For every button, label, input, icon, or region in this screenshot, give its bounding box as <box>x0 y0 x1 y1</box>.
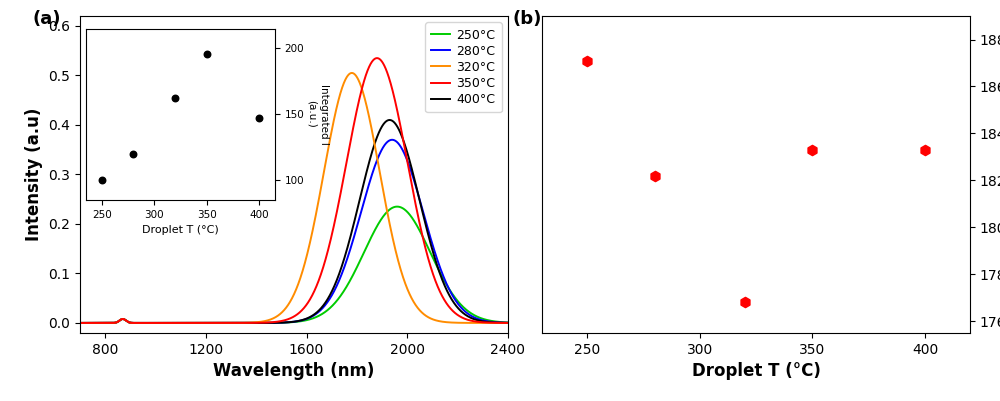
350°C <box>491 320 503 325</box>
280°C <box>513 320 525 325</box>
350°C <box>527 320 539 325</box>
350°C <box>264 320 276 325</box>
350°C <box>74 320 86 325</box>
250°C <box>527 320 539 325</box>
280°C <box>268 320 280 325</box>
320°C <box>264 317 276 322</box>
X-axis label: Wavelength (nm): Wavelength (nm) <box>213 362 375 380</box>
400°C <box>403 157 415 162</box>
400°C <box>74 320 86 325</box>
250°C <box>491 319 503 324</box>
250°C <box>289 320 301 324</box>
280°C <box>386 138 398 142</box>
320°C <box>403 291 415 296</box>
350°C <box>268 320 280 324</box>
320°C <box>268 316 280 320</box>
Text: (a): (a) <box>33 10 61 28</box>
320°C <box>491 320 503 325</box>
280°C <box>289 319 301 324</box>
Line: 350°C: 350°C <box>80 58 533 323</box>
250°C <box>268 320 280 325</box>
400°C <box>513 320 525 325</box>
320°C <box>346 71 358 75</box>
280°C <box>264 320 276 325</box>
350°C <box>289 313 301 318</box>
400°C <box>264 320 276 325</box>
Point <box>579 57 595 64</box>
400°C <box>491 320 503 325</box>
Line: 280°C: 280°C <box>80 140 533 323</box>
320°C <box>513 320 525 325</box>
400°C <box>268 320 280 325</box>
280°C <box>527 320 539 325</box>
280°C <box>403 163 415 168</box>
280°C <box>74 320 86 325</box>
Point <box>647 172 663 179</box>
320°C <box>527 320 539 325</box>
Text: (b): (b) <box>512 10 542 28</box>
250°C <box>264 320 276 325</box>
320°C <box>74 320 86 325</box>
250°C <box>391 204 403 209</box>
Y-axis label: Intensity (a.u): Intensity (a.u) <box>25 108 43 241</box>
Point <box>804 147 820 153</box>
Line: 250°C: 250°C <box>80 207 533 323</box>
280°C <box>491 320 503 325</box>
320°C <box>289 289 301 294</box>
250°C <box>403 212 415 217</box>
Point <box>917 147 933 153</box>
400°C <box>384 117 396 122</box>
X-axis label: Droplet T (°C): Droplet T (°C) <box>692 362 820 380</box>
250°C <box>513 320 525 325</box>
350°C <box>371 56 383 61</box>
Line: 320°C: 320°C <box>80 73 533 323</box>
Point <box>737 299 753 306</box>
Line: 400°C: 400°C <box>80 120 533 323</box>
Legend: 250°C, 280°C, 320°C, 350°C, 400°C: 250°C, 280°C, 320°C, 350°C, 400°C <box>425 22 502 112</box>
400°C <box>289 319 301 324</box>
350°C <box>513 320 525 325</box>
400°C <box>527 320 539 325</box>
250°C <box>74 320 86 325</box>
350°C <box>403 169 415 174</box>
